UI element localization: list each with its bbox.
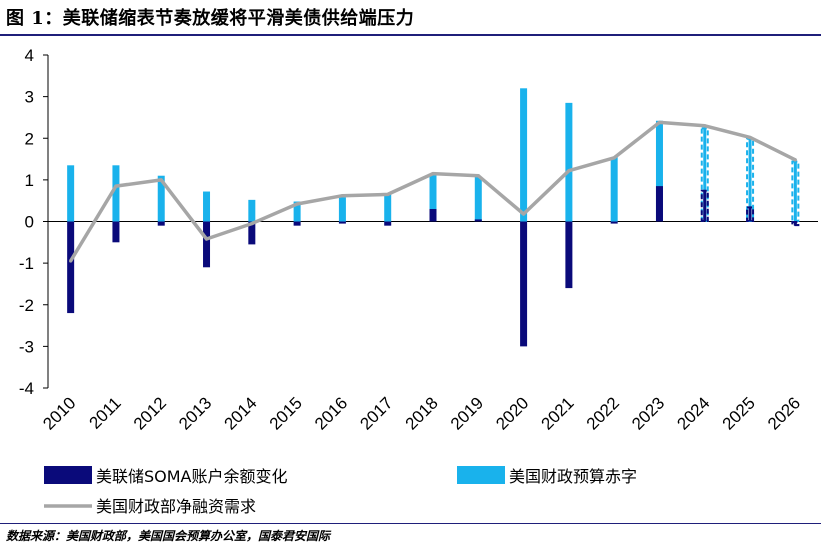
deficit-bar <box>338 197 346 222</box>
legend-swatch-deficit <box>457 466 505 484</box>
soma-bar <box>338 221 346 224</box>
deficit-bar <box>565 102 573 222</box>
y-tick-label: -3 <box>19 337 34 356</box>
y-tick-labels: 4 3 2 1 0 -1 -2 -3 -4 <box>19 46 34 398</box>
legend-swatch-soma <box>44 466 92 484</box>
net-financing-point <box>793 158 797 162</box>
x-tick-label: 2025 <box>719 393 759 433</box>
x-tick-label: 2024 <box>673 393 713 433</box>
soma-bar <box>565 221 573 289</box>
soma-bar <box>520 221 528 347</box>
net-financing-point <box>567 169 571 173</box>
soma-bar <box>429 209 437 222</box>
x-tick-label: 2012 <box>130 393 170 433</box>
net-financing-point <box>114 184 118 188</box>
legend-label-net: 美国财政部净融资需求 <box>96 497 256 516</box>
soma-bar <box>384 221 392 226</box>
x-tick-label: 2011 <box>85 393 124 432</box>
y-tick-label: -1 <box>19 254 34 273</box>
x-tick-label: 2020 <box>492 393 532 433</box>
x-tick-label: 2018 <box>402 393 442 433</box>
source-note: 数据来源：美国财政部，美国国会预算办公室，国泰君安国际 <box>6 529 331 543</box>
net-financing-point <box>612 156 616 160</box>
legend: 美联储SOMA账户余额变化 美国财政预算赤字 美国财政部净融资需求 <box>44 466 637 516</box>
net-financing-point <box>204 237 209 241</box>
net-financing-point <box>69 259 73 263</box>
chart-title: 图 1：美联储缩表节奏放缓将平滑美债供给端压力 <box>6 8 415 29</box>
soma-bars <box>67 186 800 347</box>
y-tick-label: 4 <box>25 46 34 65</box>
deficit-bar <box>112 165 120 222</box>
x-tick-label: 2022 <box>583 393 623 433</box>
net-financing-point <box>159 178 163 182</box>
legend-label-soma: 美联储SOMA账户余额变化 <box>96 467 288 486</box>
soma-bar <box>248 221 256 245</box>
soma-bar <box>293 221 301 226</box>
deficit-bar <box>429 173 437 222</box>
x-tick-label: 2021 <box>538 393 578 433</box>
net-financing-point <box>295 202 299 206</box>
deficit-bar <box>474 176 482 222</box>
net-financing-point <box>703 124 707 128</box>
deficit-bar <box>203 191 211 222</box>
title-divider <box>0 34 821 36</box>
net-financing-point <box>250 221 254 226</box>
x-tick-label: 2016 <box>311 393 351 433</box>
net-financing-point <box>476 174 480 178</box>
deficit-bar <box>157 175 165 222</box>
y-tick-label: -2 <box>19 296 34 315</box>
legend-label-deficit: 美国财政预算赤字 <box>509 467 637 486</box>
x-tick-label: 2013 <box>175 393 215 433</box>
y-tick-label: 0 <box>25 213 34 232</box>
footer-divider <box>0 523 821 524</box>
x-tick-label: 2026 <box>764 393 804 433</box>
x-tick-label: 2015 <box>266 393 306 433</box>
net-financing-point <box>431 172 435 176</box>
y-tick-label: 1 <box>25 171 34 190</box>
y-tick-label: -4 <box>19 379 34 398</box>
soma-bar-forecast-core <box>748 206 752 222</box>
x-tick-label: 2014 <box>220 393 260 433</box>
deficit-bar <box>293 201 301 222</box>
net-financing-point <box>657 120 662 125</box>
soma-bar <box>203 221 211 268</box>
soma-bar <box>67 221 75 314</box>
net-financing-point <box>340 194 345 198</box>
deficit-bar <box>610 156 618 222</box>
deficit-bar <box>655 120 663 222</box>
deficit-bar-forecast-core <box>703 127 707 222</box>
x-tick-labels: 2010 2011 2012 2013 2014 2015 2016 2017 2018 2019… <box>39 393 804 433</box>
soma-bar <box>474 219 482 222</box>
x-tick-label: 2019 <box>447 393 487 433</box>
deficit-bar-forecast-core <box>748 138 752 222</box>
net-financing-point <box>386 192 390 197</box>
x-tick-label: 2010 <box>39 393 79 433</box>
deficit-bars <box>67 88 800 223</box>
x-tick-label: 2017 <box>356 393 396 433</box>
soma-bar-forecast-core <box>703 190 707 222</box>
net-financing-point <box>748 135 752 140</box>
deficit-bar-forecast-core <box>793 161 797 222</box>
net-financing-point <box>521 212 526 216</box>
soma-bar-forecast-core <box>793 221 797 226</box>
soma-bar <box>610 221 618 224</box>
deficit-bar <box>67 165 75 222</box>
x-tick-label: 2023 <box>628 393 668 433</box>
soma-bar <box>112 221 120 243</box>
y-tick-label: 2 <box>25 129 34 148</box>
net-financing-line <box>69 120 797 263</box>
soma-bar <box>655 186 663 222</box>
deficit-bar <box>248 199 256 222</box>
y-tick-label: 3 <box>25 88 34 107</box>
soma-bar <box>157 221 165 226</box>
deficit-bar <box>520 88 528 222</box>
deficit-bar <box>384 194 392 222</box>
